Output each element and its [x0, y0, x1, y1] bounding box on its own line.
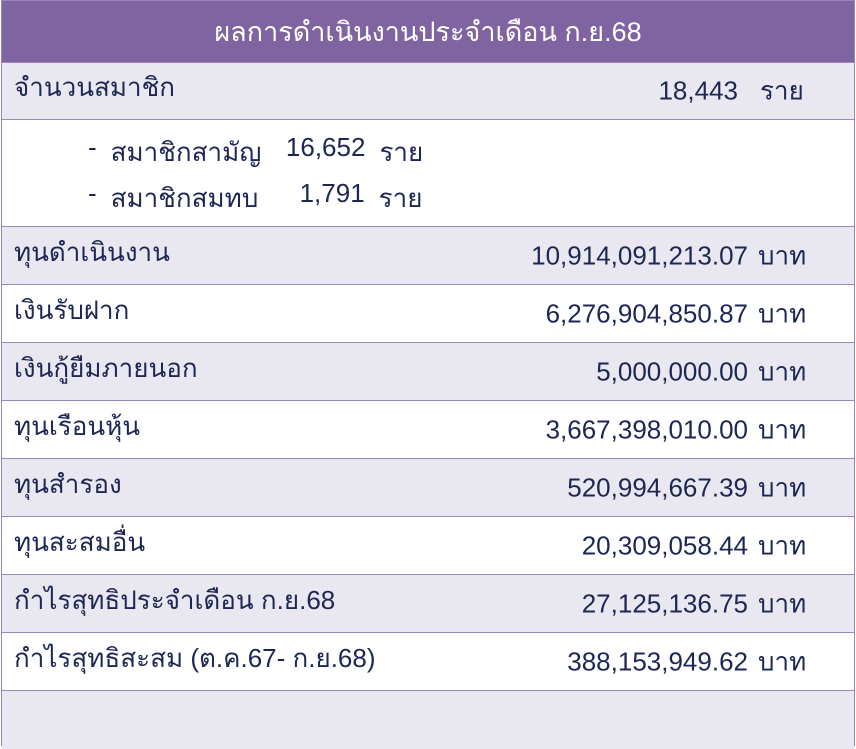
bullet: -: [88, 132, 97, 162]
row-label: ทุนสะสมอื่น: [14, 526, 146, 557]
table-row: ทุนสำรอง 520,994,667.39 บาท: [2, 459, 854, 517]
table-title: ผลการดำเนินงานประจำเดือน ก.ย.68: [2, 1, 854, 63]
member-breakdown-row: - สมาชิกสามัญ 16,652 ราย - สมาชิกสมทบ 1,…: [2, 120, 854, 227]
row-value: 27,125,136.75: [581, 588, 748, 618]
row-value: 20,309,058.44: [581, 530, 748, 560]
bullet: -: [88, 178, 97, 208]
member-type-label: สมาชิกสามัญ: [110, 137, 262, 167]
row-unit: บาท: [758, 298, 807, 328]
row-value: 5,000,000.00: [596, 356, 748, 386]
member-type-label: สมาชิกสมทบ: [110, 183, 259, 213]
row-value: 388,153,949.62: [567, 646, 748, 676]
table-row: กำไรสุทธิประจำเดือน ก.ย.68 27,125,136.75 บ…: [2, 575, 854, 633]
member-breakdown-ordinary: - สมาชิกสามัญ 16,652 ราย: [88, 132, 423, 173]
row-value: 3,667,398,010.00: [545, 414, 748, 444]
row-label: เงินกู้ยืมภายนอก: [14, 352, 198, 383]
members-row: จำนวนสมาชิก 18,443 ราย: [2, 63, 854, 120]
row-label: เงินรับฝาก: [14, 294, 130, 325]
member-type-value: 16,652: [285, 132, 366, 162]
members-label: จำนวนสมาชิก: [14, 72, 175, 103]
row-label: ทุนเรือนหุ้น: [14, 410, 141, 441]
table-row: กำไรสุทธิสะสม (ต.ค.67- ก.ย.68) 388,153,94…: [2, 633, 854, 691]
member-type-unit: ราย: [379, 137, 424, 167]
row-unit: บาท: [758, 588, 807, 618]
table-row: ทุนดำเนินงาน 10,914,091,213.07 บาท: [2, 227, 854, 285]
row-unit: บาท: [758, 240, 807, 270]
table-row: ทุนเรือนหุ้น 3,667,398,010.00 บาท: [2, 401, 854, 459]
row-value: 520,994,667.39: [567, 472, 748, 502]
row-unit: บาท: [758, 356, 807, 386]
row-value: 10,914,091,213.07: [531, 240, 748, 270]
member-type-unit: ราย: [378, 183, 423, 213]
row-value: 6,276,904,850.87: [545, 298, 748, 328]
table-row: ทุนสะสมอื่น 20,309,058.44 บาท: [2, 517, 854, 575]
table-row: เงินรับฝาก 6,276,904,850.87 บาท: [2, 285, 854, 343]
row-label: ทุนดำเนินงาน: [14, 236, 170, 267]
table-row: เงินกู้ยืมภายนอก 5,000,000.00 บาท: [2, 343, 854, 401]
row-unit: บาท: [758, 646, 807, 676]
empty-row: [2, 691, 854, 749]
member-type-value: 1,791: [299, 178, 365, 208]
member-breakdown-associate: - สมาชิกสมทบ 1,791 ราย: [88, 178, 422, 219]
row-label: ทุนสำรอง: [14, 468, 122, 499]
row-label: กำไรสุทธิสะสม (ต.ค.67- ก.ย.68): [14, 642, 376, 673]
members-value: 18,443: [658, 75, 738, 106]
row-unit: บาท: [758, 414, 807, 444]
members-unit: ราย: [760, 75, 804, 106]
row-unit: บาท: [758, 472, 807, 502]
row-label: กำไรสุทธิประจำเดือน ก.ย.68: [14, 584, 336, 615]
row-unit: บาท: [758, 530, 807, 560]
